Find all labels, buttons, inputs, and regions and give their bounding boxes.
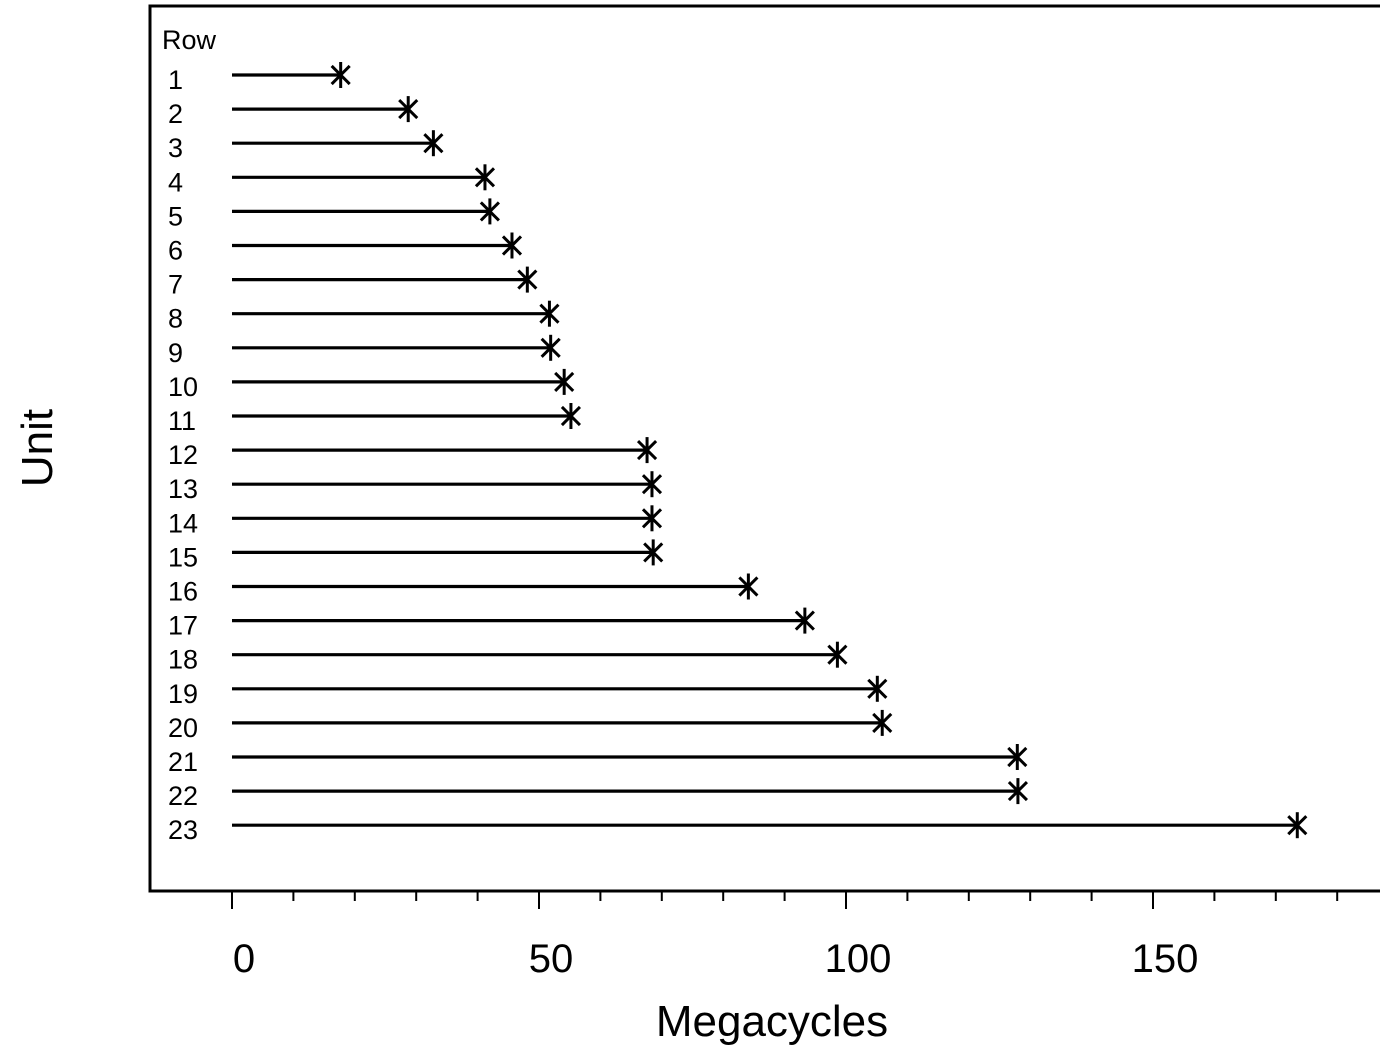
data-row: 3 [168, 130, 444, 163]
x-tick-label: 50 [529, 937, 574, 981]
row-label: 10 [168, 372, 198, 402]
x-axis: 0 50 100 150 [231, 891, 1339, 981]
asterisk-marker [560, 403, 582, 429]
asterisk-marker [540, 334, 561, 361]
data-row: 7 [168, 266, 538, 300]
data-row: 21 [168, 744, 1028, 777]
y-axis-title: Unit [13, 409, 62, 487]
data-row: 19 [168, 675, 888, 709]
asterisk-marker [501, 232, 523, 259]
data-row: 12 [168, 437, 658, 470]
row-label: 9 [168, 338, 183, 368]
data-row: 23 [168, 812, 1308, 845]
row-label: 6 [168, 236, 183, 266]
asterisk-marker [539, 300, 560, 327]
row-label: 17 [168, 611, 198, 641]
row-label: 8 [168, 304, 183, 334]
data-row: 9 [168, 334, 561, 368]
x-tick-label: 150 [1132, 937, 1199, 981]
row-label: 11 [168, 406, 196, 436]
data-row: 18 [168, 641, 848, 675]
asterisk-marker [1287, 812, 1308, 839]
row-label: 15 [168, 542, 198, 572]
data-row: 10 [168, 368, 575, 402]
data-row: 8 [168, 300, 560, 334]
x-tick-label: 0 [233, 937, 255, 981]
row-label: 23 [168, 815, 198, 845]
data-row: 4 [168, 164, 496, 197]
data-row: 15 [168, 539, 664, 572]
row-label: 3 [168, 133, 183, 163]
row-label: 13 [168, 474, 198, 504]
asterisk-marker [641, 505, 663, 532]
data-row: 14 [168, 505, 663, 538]
data-row: 22 [168, 778, 1029, 811]
plot-frame [148, 4, 1380, 893]
data-row: 16 [168, 573, 759, 607]
asterisk-marker [827, 641, 848, 668]
row-label: 20 [168, 713, 198, 743]
row-label: 12 [168, 440, 198, 470]
asterisk-marker [1007, 778, 1029, 805]
row-label: 1 [168, 65, 183, 95]
asterisk-marker [794, 607, 815, 634]
row-label: 2 [168, 99, 183, 129]
data-row: 2 [168, 96, 419, 129]
asterisk-marker [330, 62, 351, 88]
data-row: 13 [168, 471, 663, 504]
row-label: 16 [168, 577, 198, 607]
asterisk-marker [398, 96, 419, 123]
row-header-label: Row [162, 25, 217, 55]
row-label: 22 [168, 781, 198, 811]
row-label: 5 [168, 201, 183, 231]
row-label: 14 [168, 508, 198, 538]
data-row: 1 [168, 62, 351, 95]
asterisk-marker [867, 675, 888, 702]
asterisk-marker [738, 573, 759, 600]
row-label: 4 [168, 167, 183, 197]
row-label: 18 [168, 645, 198, 675]
data-row: 11 [168, 403, 582, 436]
data-row: 5 [168, 198, 500, 231]
asterisk-marker [636, 437, 658, 464]
asterisk-marker [872, 709, 893, 736]
asterisk-marker [643, 539, 664, 566]
asterisk-marker [554, 368, 575, 395]
row-label: 19 [168, 679, 198, 709]
asterisk-marker [479, 198, 500, 225]
asterisk-marker [517, 266, 538, 293]
row-label: 21 [168, 747, 198, 777]
data-row: 20 [168, 709, 893, 743]
x-tick-label: 100 [825, 937, 892, 981]
x-axis-title: Megacycles [656, 997, 888, 1046]
asterisk-marker [423, 130, 444, 157]
data-row: 6 [168, 232, 523, 266]
asterisk-marker [474, 164, 496, 191]
asterisk-marker [641, 471, 663, 498]
data-row: 17 [168, 607, 815, 641]
row-label: 7 [168, 270, 183, 300]
asterisk-marker [1007, 744, 1028, 770]
